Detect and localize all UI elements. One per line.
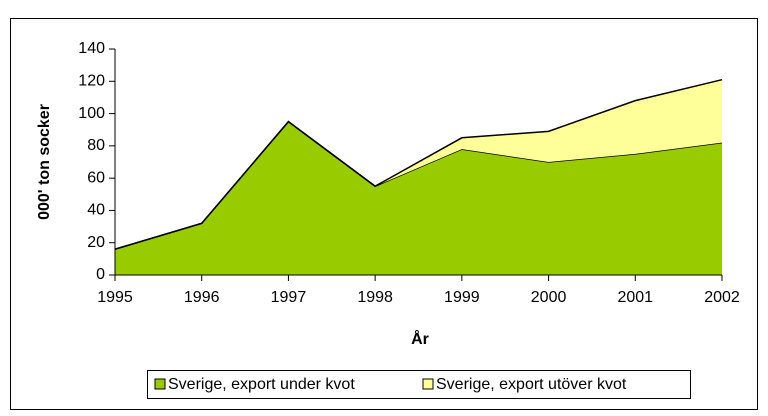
x-tick-label: 1998 bbox=[357, 289, 393, 306]
y-tick-label: 40 bbox=[87, 202, 105, 219]
x-tick-label: 2002 bbox=[704, 289, 740, 306]
x-tick-label: 1999 bbox=[444, 289, 480, 306]
y-tick-label: 60 bbox=[87, 169, 105, 186]
area bbox=[115, 79, 722, 250]
y-tick-label: 20 bbox=[87, 234, 105, 251]
legend-box bbox=[147, 370, 691, 399]
x-tick-label: 1997 bbox=[271, 289, 307, 306]
x-tick-label: 2001 bbox=[617, 289, 653, 306]
y-tick-label: 0 bbox=[96, 266, 105, 283]
area-outline bbox=[114, 78, 723, 250]
legend-label: Sverige, export under kvot bbox=[168, 376, 355, 393]
x-tick-label: 1996 bbox=[184, 289, 220, 306]
y-tick-label: 80 bbox=[87, 137, 105, 154]
x-axis-label: År bbox=[411, 329, 429, 348]
y-tick-label: 140 bbox=[78, 40, 105, 57]
x-tick-label: 2000 bbox=[531, 289, 567, 306]
legend-swatch bbox=[422, 378, 434, 390]
y-axis-label: 000' ton socker bbox=[36, 104, 53, 220]
y-tick-label: 100 bbox=[78, 105, 105, 122]
y-tick-label: 120 bbox=[78, 73, 105, 90]
legend-label: Sverige, export utöver kvot bbox=[436, 376, 627, 393]
legend-swatch bbox=[154, 378, 166, 390]
x-tick-label: 1995 bbox=[97, 289, 133, 306]
